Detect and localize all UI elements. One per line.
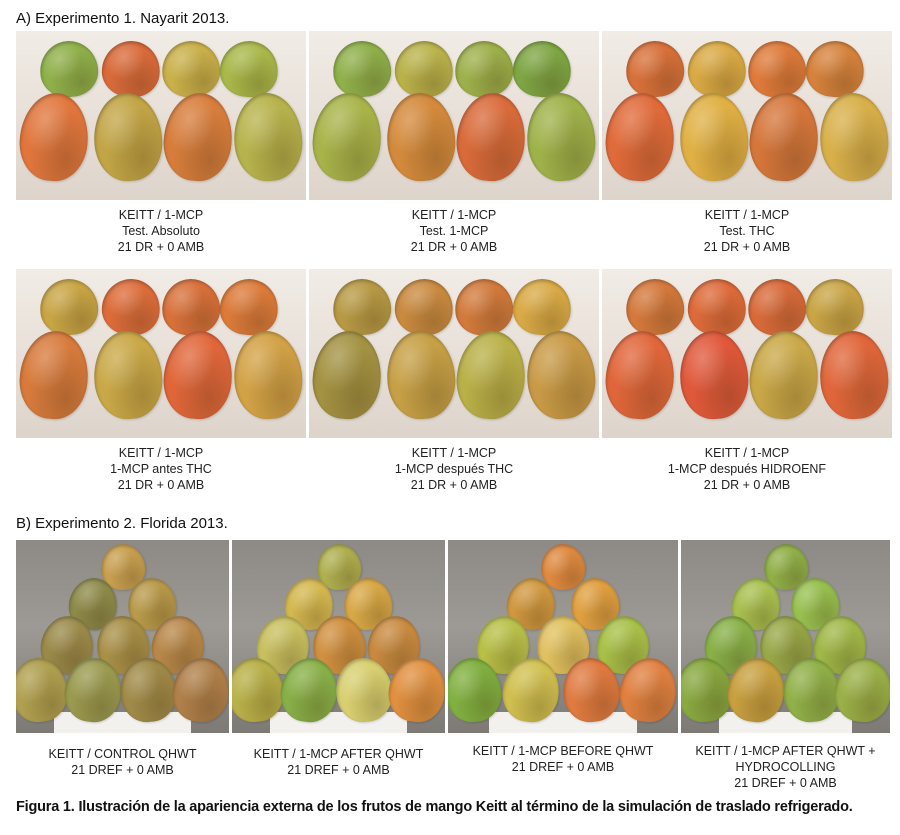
mango-fruit <box>745 38 809 100</box>
mango-fruit <box>602 328 678 422</box>
mango-fruit <box>159 276 223 338</box>
mango-fruit <box>685 38 749 100</box>
mango-fruit <box>745 276 809 338</box>
figure-caption: Figura 1. Ilustración de la apariencia e… <box>16 799 853 815</box>
photo-a-5 <box>309 269 599 438</box>
mango-fruit <box>452 276 516 338</box>
caption-b-4: KEITT / 1-MCP AFTER QHWT + HYDROCOLLING 21… <box>695 744 876 790</box>
caption-a-5: KEITT / 1-MCP 1-MCP después THC 21 DR + 0 … <box>394 446 514 492</box>
caption-a-1: KEITT / 1-MCP Test. Absoluto 21 DR + 0 AMB <box>117 208 205 254</box>
mango-fruit <box>746 90 822 184</box>
mango-fruit <box>384 328 458 422</box>
photo-b-1 <box>16 540 229 733</box>
mango-fruit <box>91 328 165 422</box>
mango-fruit <box>453 328 529 422</box>
photo-b-3 <box>448 540 678 733</box>
mango-fruit <box>602 90 678 184</box>
mango-fruit <box>217 38 281 100</box>
mango-fruit <box>623 276 687 338</box>
mango-fruit <box>685 276 749 338</box>
mango-fruit <box>803 276 867 338</box>
caption-a-4: KEITT / 1-MCP 1-MCP antes THC 21 DR + 0 AM… <box>110 446 212 492</box>
mango-fruit <box>746 328 822 422</box>
caption-b-3: KEITT / 1-MCP BEFORE QHWT 21 DREF + 0 AMB <box>472 744 654 774</box>
mango-fruit <box>817 90 891 184</box>
mango-fruit <box>677 90 751 184</box>
mango-fruit <box>330 38 394 100</box>
section-b-title: B) Experimento 2. Florida 2013. <box>16 515 228 532</box>
mango-fruit <box>330 276 394 338</box>
mango-fruit <box>803 38 867 100</box>
mango-fruit <box>309 90 385 184</box>
mango-fruit <box>160 90 236 184</box>
mango-fruit <box>392 276 456 338</box>
photo-a-4 <box>16 269 306 438</box>
mango-fruit <box>37 38 101 100</box>
mango-fruit <box>16 90 92 184</box>
caption-b-2: KEITT / 1-MCP AFTER QHWT 21 DREF + 0 AMB <box>253 747 424 777</box>
mango-fruit <box>231 328 305 422</box>
mango-fruit <box>231 90 305 184</box>
mango-fruit <box>160 328 236 422</box>
mango-fruit <box>217 276 281 338</box>
photo-a-6 <box>602 269 892 438</box>
photo-a-1 <box>16 31 306 200</box>
mango-fruit <box>510 38 574 100</box>
caption-b-1: KEITT / CONTROL QHWT 21 DREF + 0 AMB <box>48 747 197 777</box>
photo-b-4 <box>681 540 890 733</box>
mango-fruit <box>392 38 456 100</box>
photo-b-2 <box>232 540 445 733</box>
mango-fruit <box>99 38 163 100</box>
mango-fruit <box>524 328 598 422</box>
mango-fruit <box>817 328 891 422</box>
mango-fruit <box>159 38 223 100</box>
photo-a-2 <box>309 31 599 200</box>
photo-a-3 <box>602 31 892 200</box>
caption-a-3: KEITT / 1-MCP Test. THC 21 DR + 0 AMB <box>703 208 791 254</box>
mango-fruit <box>309 328 385 422</box>
mango-fruit <box>37 276 101 338</box>
mango-fruit <box>677 328 751 422</box>
caption-a-6: KEITT / 1-MCP 1-MCP después HIDROENF 21 DR… <box>667 446 827 492</box>
mango-fruit <box>623 38 687 100</box>
section-a-title: A) Experimento 1. Nayarit 2013. <box>16 10 230 27</box>
mango-fruit <box>99 276 163 338</box>
mango-fruit <box>453 90 529 184</box>
mango-fruit <box>91 90 165 184</box>
mango-fruit <box>16 328 92 422</box>
mango-fruit <box>510 276 574 338</box>
mango-fruit <box>524 90 598 184</box>
mango-fruit <box>384 90 458 184</box>
mango-fruit <box>452 38 516 100</box>
caption-a-2: KEITT / 1-MCP Test. 1-MCP 21 DR + 0 AMB <box>410 208 498 254</box>
